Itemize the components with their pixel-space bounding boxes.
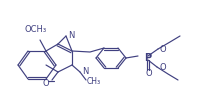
Text: N: N — [82, 66, 88, 75]
Text: P: P — [144, 53, 151, 63]
Text: OCH₃: OCH₃ — [25, 26, 47, 35]
Text: CH₃: CH₃ — [87, 77, 101, 86]
Text: O: O — [160, 45, 167, 54]
Text: N: N — [68, 31, 74, 40]
Text: O: O — [146, 69, 152, 78]
Text: O: O — [160, 62, 167, 71]
Text: O: O — [43, 79, 49, 88]
